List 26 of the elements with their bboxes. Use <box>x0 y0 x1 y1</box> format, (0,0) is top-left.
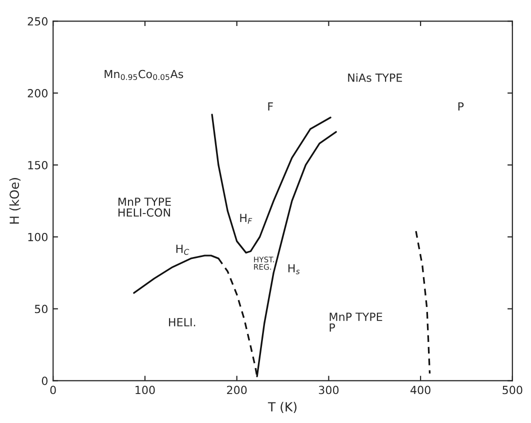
annotation: MnP TYPE HELI-CON <box>118 198 171 217</box>
annotation: H$_{s}$ <box>288 264 300 274</box>
annotation: H$_{C}$ <box>176 244 190 255</box>
annotation: H$_{F}$ <box>240 214 252 224</box>
x-axis-title: T (K) <box>268 402 296 414</box>
x-tick-label: 500 <box>502 386 522 394</box>
y-tick-label: 0 <box>42 376 48 386</box>
annotation: HELI. <box>169 318 196 326</box>
annotation: MnP TYPE P <box>330 312 382 332</box>
annotation: NiAs TYPE <box>348 73 402 82</box>
y-tick-label: 100 <box>28 232 48 242</box>
x-tick-label: 200 <box>227 386 247 394</box>
y-tick-label: 150 <box>28 160 48 170</box>
y-axis-title: H (kOe) <box>9 178 21 224</box>
line-series <box>415 230 431 374</box>
annotation: F <box>268 102 273 111</box>
x-tick-label: 300 <box>318 386 339 394</box>
y-tick-label: 200 <box>28 89 48 98</box>
annotation: P <box>458 102 464 111</box>
y-tick-label: 50 <box>34 304 48 314</box>
line-series <box>211 114 332 254</box>
x-tick-label: 400 <box>410 386 430 394</box>
annotation: Mn$_{0.95}$Co$_{0.05}$As <box>104 70 184 80</box>
x-tick-label: 100 <box>136 386 155 394</box>
y-tick-label: 250 <box>28 17 48 26</box>
x-tick-label: 0 <box>50 386 56 394</box>
